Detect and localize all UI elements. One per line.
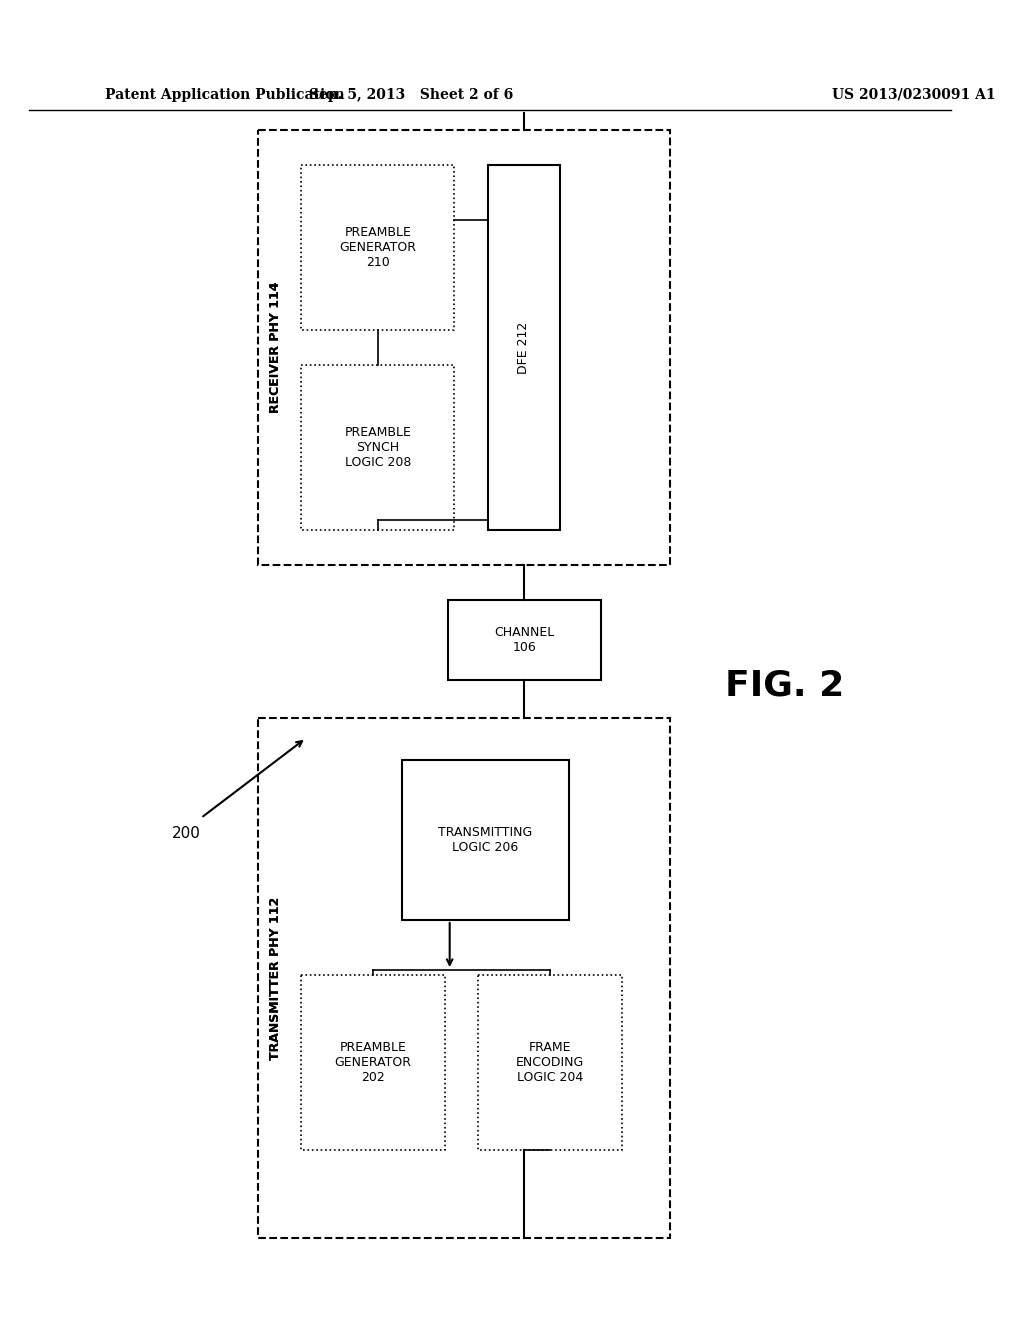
Text: FRAME
ENCODING
LOGIC 204: FRAME ENCODING LOGIC 204 bbox=[516, 1041, 585, 1084]
FancyBboxPatch shape bbox=[447, 601, 601, 680]
Text: PREAMBLE
SYNCH
LOGIC 208: PREAMBLE SYNCH LOGIC 208 bbox=[344, 426, 412, 469]
Text: US 2013/0230091 A1: US 2013/0230091 A1 bbox=[833, 88, 996, 102]
Text: 200: 200 bbox=[172, 825, 201, 841]
FancyBboxPatch shape bbox=[301, 165, 455, 330]
FancyBboxPatch shape bbox=[301, 366, 455, 531]
Text: CHANNEL
106: CHANNEL 106 bbox=[495, 626, 554, 653]
Text: TRANSMITTER PHY 112: TRANSMITTER PHY 112 bbox=[269, 896, 282, 1060]
FancyBboxPatch shape bbox=[488, 165, 560, 531]
Text: Sep. 5, 2013   Sheet 2 of 6: Sep. 5, 2013 Sheet 2 of 6 bbox=[309, 88, 513, 102]
Text: RECEIVER PHY 114: RECEIVER PHY 114 bbox=[269, 281, 282, 413]
Text: Patent Application Publication: Patent Application Publication bbox=[105, 88, 345, 102]
Text: TRANSMITTING
LOGIC 206: TRANSMITTING LOGIC 206 bbox=[438, 826, 532, 854]
Text: PREAMBLE
GENERATOR
202: PREAMBLE GENERATOR 202 bbox=[335, 1041, 412, 1084]
Text: FIG. 2: FIG. 2 bbox=[725, 668, 844, 702]
FancyBboxPatch shape bbox=[401, 760, 569, 920]
Text: RECEIVER PHY 114: RECEIVER PHY 114 bbox=[269, 281, 282, 413]
FancyBboxPatch shape bbox=[478, 975, 622, 1150]
Text: TRANSMITTER PHY 112: TRANSMITTER PHY 112 bbox=[269, 896, 282, 1060]
FancyBboxPatch shape bbox=[301, 975, 444, 1150]
Text: PREAMBLE
GENERATOR
210: PREAMBLE GENERATOR 210 bbox=[339, 226, 417, 269]
FancyBboxPatch shape bbox=[258, 129, 670, 565]
FancyBboxPatch shape bbox=[258, 718, 670, 1238]
Text: DFE 212: DFE 212 bbox=[517, 321, 530, 374]
